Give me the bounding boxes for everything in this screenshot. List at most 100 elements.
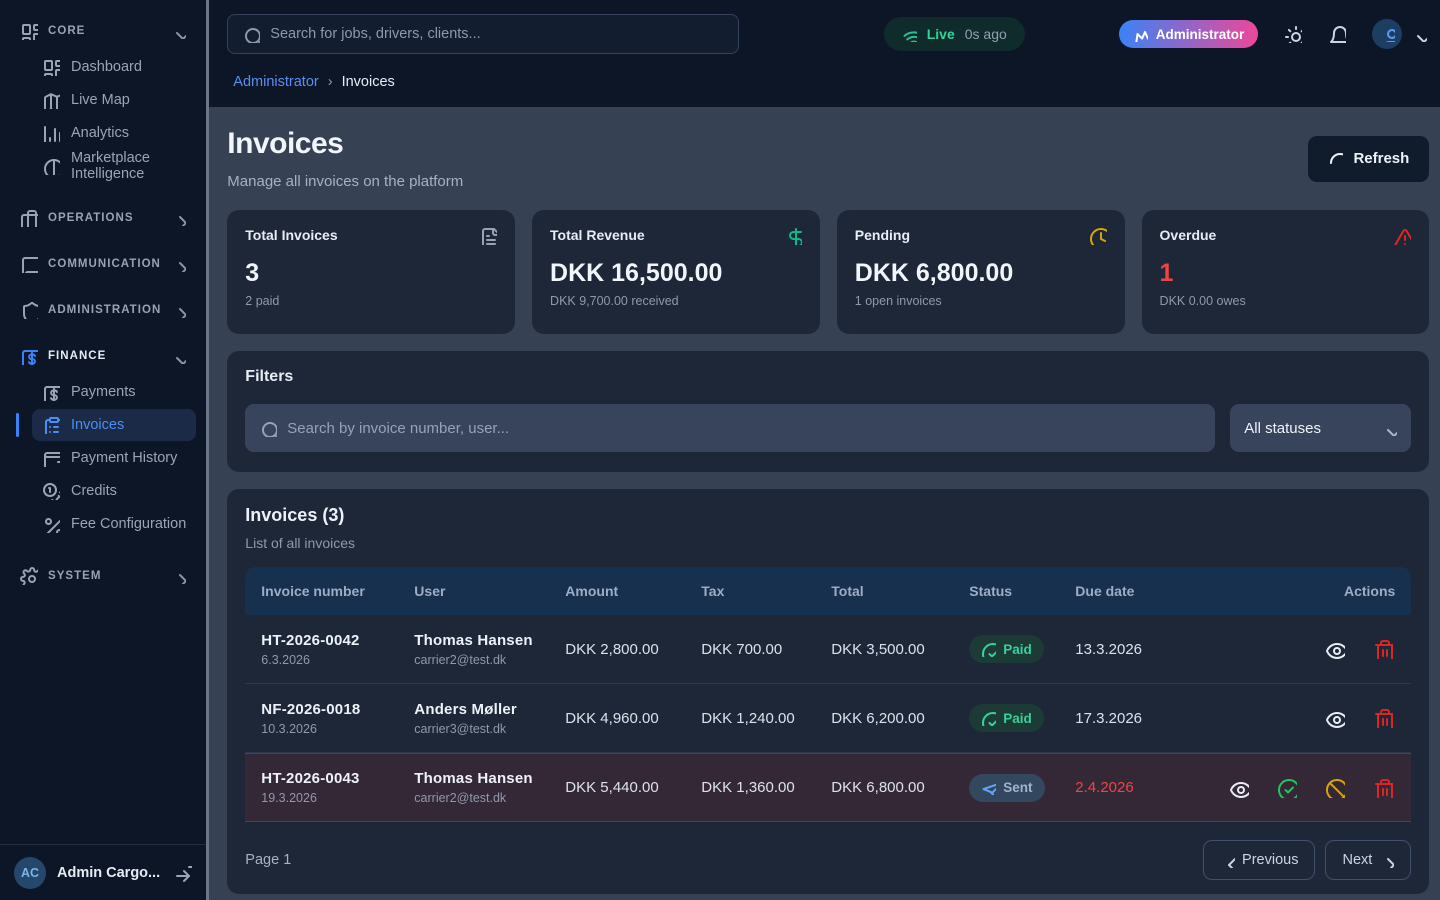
file-text-icon: [482, 228, 498, 245]
avatar[interactable]: AC: [14, 856, 46, 889]
sidebar-item-label: Dashboard: [71, 59, 142, 75]
status-filter-select[interactable]: All statuses: [1230, 404, 1412, 452]
user-icon: [1383, 28, 1395, 42]
sidebar-item-payment-history[interactable]: Payment History: [32, 442, 196, 474]
message-icon: [22, 257, 38, 273]
alert-triangle-icon: [1394, 229, 1412, 245]
administrator-badge[interactable]: Administrator: [1118, 20, 1259, 48]
user-email: carrier2@test.dk: [414, 791, 507, 805]
delete-invoice-button[interactable]: [1373, 708, 1394, 728]
invoice-date: 10.3.2026: [261, 721, 317, 736]
stat-sub: 2 paid: [245, 294, 280, 308]
chevron-down-icon: [176, 356, 187, 364]
total-cell: DKK 6,800.00: [831, 779, 925, 796]
amount-cell: DKK 4,960.00: [565, 709, 659, 727]
cancel-invoice-button[interactable]: [1325, 778, 1346, 798]
avatar[interactable]: [1372, 19, 1403, 49]
stat-sub: DKK 0.00 owes: [1159, 294, 1246, 308]
chevron-right-icon: [179, 215, 187, 226]
status-badge-sent: Sent: [969, 773, 1045, 802]
check-circle-icon: [1278, 778, 1298, 798]
global-search-input[interactable]: [270, 26, 725, 42]
sidebar-section-administration[interactable]: ADMINISTRATION: [10, 293, 196, 327]
due-date-cell: 13.3.2026: [1075, 640, 1143, 658]
sidebar-item-analytics[interactable]: Analytics: [32, 117, 196, 149]
stat-title: Overdue: [1159, 227, 1217, 243]
check-circle-icon: [982, 642, 997, 657]
main-area: Live 0s ago Administrator Administrator …: [209, 0, 1440, 900]
page-header: Invoices Manage all invoices on the plat…: [227, 127, 1430, 190]
invoices-table: Invoice number User Amount Tax Total Sta…: [245, 567, 1412, 822]
live-ago: 0s ago: [964, 26, 1007, 42]
user-email: carrier2@test.dk: [414, 652, 507, 667]
page-content: Invoices Manage all invoices on the plat…: [209, 107, 1440, 900]
delete-invoice-button[interactable]: [1373, 778, 1394, 798]
clock-icon: [1089, 228, 1107, 245]
sidebar-item-payments[interactable]: Payments: [32, 376, 196, 408]
sidebar-item-dashboard[interactable]: Dashboard: [32, 51, 196, 83]
sidebar-item-marketplace-intelligence[interactable]: Marketplace Intelligence: [32, 150, 196, 182]
briefcase-icon: [21, 210, 38, 227]
col-total: Total: [831, 583, 864, 599]
invoice-search-input[interactable]: [287, 419, 1202, 437]
sidebar-item-label: Credits: [71, 483, 117, 499]
stat-total-revenue: Total Revenue DKK 16,500.00 DKK 9,700.00…: [532, 210, 820, 334]
tax-cell: DKK 1,360.00: [701, 779, 795, 796]
status-badge-paid: Paid: [969, 635, 1044, 663]
chevron-down-icon[interactable]: [1412, 27, 1428, 42]
ban-icon: [1326, 778, 1346, 798]
page-indicator: Page 1: [245, 852, 292, 868]
table-row: NF-2026-0018 10.3.2026 Anders Møller car…: [245, 684, 1412, 753]
global-search: [227, 14, 740, 54]
dollar-icon: [788, 228, 802, 245]
theme-toggle-sun-icon[interactable]: [1284, 25, 1303, 43]
col-user: User: [414, 583, 446, 599]
invoices-panel-title: Invoices (3): [245, 505, 345, 525]
mark-paid-button[interactable]: [1277, 778, 1298, 798]
sidebar-item-credits[interactable]: Credits: [32, 475, 196, 507]
trash-icon: [1375, 778, 1394, 798]
sidebar-section-communication[interactable]: COMMUNICATION: [10, 247, 196, 281]
view-invoice-button[interactable]: [1229, 778, 1250, 798]
view-invoice-button[interactable]: [1325, 639, 1346, 659]
sidebar-item-label: Payments: [71, 384, 136, 400]
sidebar-section-finance[interactable]: FINANCE: [10, 339, 196, 373]
sidebar-section-operations[interactable]: OPERATIONS: [10, 201, 196, 235]
role-badge-label: Administrator: [1155, 26, 1245, 42]
table-header-row: Invoice number User Amount Tax Total Sta…: [245, 567, 1412, 615]
next-page-button[interactable]: Next: [1325, 840, 1412, 880]
invoice-date: 19.3.2026: [261, 791, 317, 805]
banknote-icon: [44, 386, 60, 401]
user-name: Thomas Hansen: [414, 631, 533, 649]
finance-items: Payments Invoices Payment History Credit…: [10, 373, 197, 547]
bell-icon[interactable]: [1328, 25, 1347, 43]
section-label-communication: COMMUNICATION: [48, 258, 161, 270]
previous-page-button[interactable]: Previous: [1203, 840, 1316, 880]
sidebar-item-invoices[interactable]: Invoices: [16, 409, 197, 441]
crown-icon: [1134, 30, 1148, 42]
tax-cell: DKK 1,240.00: [701, 709, 795, 727]
user-name: Admin Cargo...: [57, 864, 161, 881]
wallet-icon: [44, 452, 60, 467]
sidebar-item-label: Analytics: [71, 125, 130, 141]
stat-pending: Pending DKK 6,800.00 1 open invoices: [836, 210, 1125, 334]
delete-invoice-button[interactable]: [1373, 639, 1394, 659]
sidebar-item-label: Payment History: [71, 450, 178, 466]
trash-icon: [1375, 709, 1394, 728]
status-filter-value: All statuses: [1244, 419, 1321, 437]
refresh-button[interactable]: Refresh: [1308, 135, 1430, 182]
user-email: carrier3@test.dk: [414, 721, 507, 736]
view-invoice-button[interactable]: [1325, 708, 1346, 728]
sidebar-item-fee-configuration[interactable]: Fee Configuration: [32, 508, 196, 540]
refresh-icon: [1330, 153, 1344, 166]
breadcrumb-administrator[interactable]: Administrator: [233, 74, 319, 90]
col-tax: Tax: [701, 583, 725, 599]
col-amount: Amount: [565, 583, 619, 599]
logout-icon[interactable]: [174, 864, 193, 882]
sidebar-item-live-map[interactable]: Live Map: [32, 84, 196, 116]
status-badge-paid: Paid: [969, 704, 1044, 732]
send-icon: [982, 781, 997, 795]
sidebar-section-core[interactable]: CORE: [10, 14, 196, 48]
sidebar-section-system[interactable]: SYSTEM: [10, 559, 196, 593]
sidebar-user: AC Admin Cargo...: [0, 844, 207, 900]
